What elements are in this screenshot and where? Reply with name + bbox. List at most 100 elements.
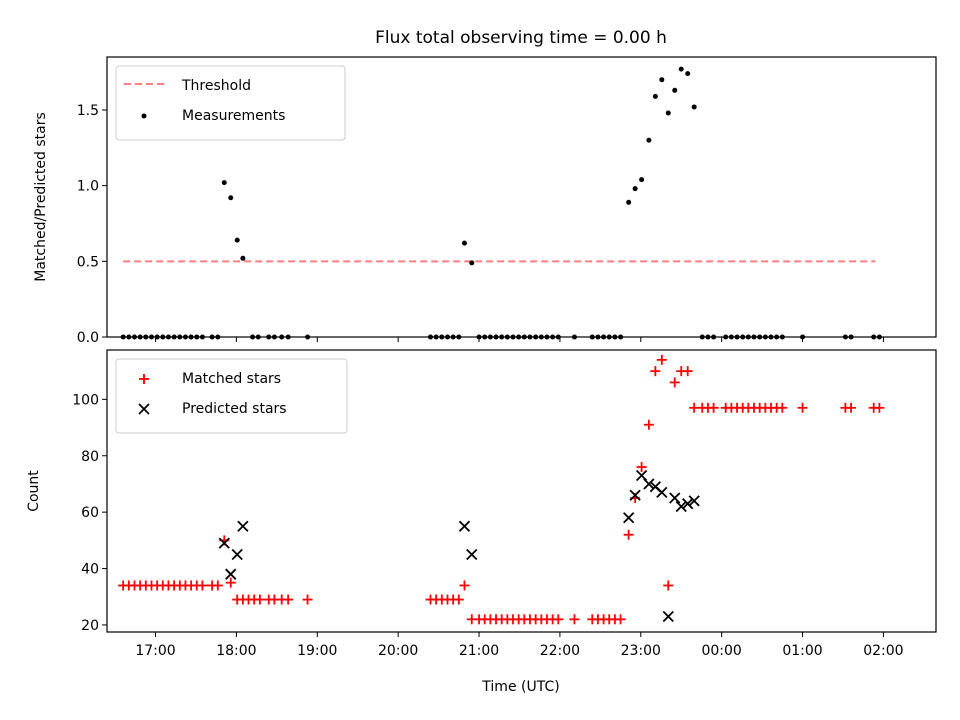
y-tick-label: 20 (81, 618, 99, 634)
x-tick-label: 20:00 (378, 643, 418, 659)
x-axis-label: Time (UTC) (481, 679, 559, 695)
measurement-point (685, 71, 691, 77)
predicted-star-point (669, 492, 681, 504)
chart-title: Flux total observing time = 0.00 h (375, 28, 667, 48)
matched-star-point (846, 402, 857, 413)
x-tick-label: 17:00 (135, 643, 175, 659)
measurement-point (665, 110, 671, 116)
x-tick-label: 01:00 (782, 643, 822, 659)
predicted-star-point (662, 610, 674, 623)
measurement-point (240, 255, 246, 261)
x-b (629, 489, 641, 501)
measurement-point (228, 195, 234, 201)
measurement-point (461, 240, 467, 246)
measurement-point (469, 260, 475, 266)
legend: Matched stars Predicted stars (115, 358, 348, 434)
y-tick-label: 100 (72, 392, 99, 408)
matched-star-point (656, 354, 667, 365)
predicted-star-point (675, 500, 687, 513)
measurement-point (234, 237, 240, 243)
predicted-star-point (218, 537, 230, 549)
x-b (218, 537, 230, 549)
predicted-star-point (466, 548, 478, 561)
predicted-star-point (225, 568, 237, 580)
legend-label: Measurements (182, 108, 285, 124)
x-tick-label: 00:00 (701, 643, 741, 659)
y-tick-label: 0.5 (77, 254, 99, 270)
x-b (643, 478, 655, 490)
measurement-point (672, 87, 678, 93)
predicted-star-point (458, 520, 471, 532)
matched-star-point (225, 577, 236, 588)
measurement-point (678, 66, 684, 72)
predicted-star-point (688, 495, 700, 507)
y-axis-label: Matched/Predicted stars (33, 112, 49, 282)
y-tick-label: 1.5 (77, 103, 99, 119)
x-tick-label: 21:00 (459, 643, 499, 659)
matched-star-point (874, 402, 885, 413)
matched-star-point (553, 614, 564, 625)
top-panel: 0.0 0.5 1.0 1.5 Matched/Predicted stars Thres… (33, 56, 937, 346)
measurement-point (652, 93, 658, 99)
matched-star-point (453, 594, 464, 605)
predicted-star-point (643, 478, 655, 490)
predicted-star-point (623, 512, 635, 524)
legend-box (115, 65, 346, 141)
x-b (231, 548, 243, 561)
matched-star-point (650, 366, 661, 377)
legend: Threshold Measurements (115, 65, 346, 141)
x-tick-label: 23:00 (621, 643, 661, 659)
matched-star-point (459, 580, 470, 591)
plot-frame (106, 349, 937, 633)
x-tick-label: 02:00 (863, 643, 903, 659)
matched-star-point (302, 594, 313, 605)
matched-star-point (708, 402, 719, 413)
measurement-point (626, 199, 632, 205)
matched-star-point (254, 594, 265, 605)
x-tick-label: 22:00 (540, 643, 580, 659)
x-b (623, 512, 635, 524)
y-tick-label: 1.0 (77, 179, 99, 195)
measurement-point (221, 180, 227, 186)
x-b (688, 495, 700, 507)
matched-star-point (283, 594, 294, 605)
matched-star-point (197, 580, 208, 591)
y-tick-label: 40 (81, 562, 99, 578)
measurement-point (659, 77, 665, 83)
x-b (237, 520, 249, 532)
y-tick-label: 80 (81, 449, 99, 465)
matched-star-point (669, 377, 680, 388)
x-b (649, 481, 661, 493)
y-axis-label: Count (26, 470, 42, 512)
x-b (466, 548, 478, 561)
matched-star-point (623, 529, 634, 540)
x-b (656, 486, 668, 499)
measurement-point (691, 104, 697, 110)
legend-label: Threshold (181, 78, 251, 94)
predicted-star-point (629, 489, 641, 501)
matched-star-point (643, 419, 654, 430)
legend-label: Matched stars (182, 371, 281, 387)
matched-star-point (569, 614, 580, 625)
matched-star-point (615, 614, 626, 625)
x-tick-label: 18:00 (216, 643, 256, 659)
x-b (669, 492, 681, 504)
legend-box (115, 358, 348, 434)
matched-star-point (663, 580, 674, 591)
x-b (458, 520, 471, 532)
x-b (662, 610, 674, 623)
predicted-star-point (231, 548, 243, 561)
measurement-point (646, 137, 652, 143)
legend-label: Predicted stars (182, 401, 287, 417)
matched-star-point (212, 580, 223, 591)
predicted-star-point (682, 498, 694, 510)
y-tick-label: 60 (81, 505, 99, 521)
matched-star-point (636, 462, 647, 473)
legend-predicted-swatch-b (138, 403, 150, 415)
x-b (225, 568, 237, 580)
y-tick-label: 0.0 (77, 330, 99, 346)
x-b (675, 500, 687, 513)
x-b (682, 498, 694, 510)
legend-measurement-swatch (141, 113, 147, 119)
